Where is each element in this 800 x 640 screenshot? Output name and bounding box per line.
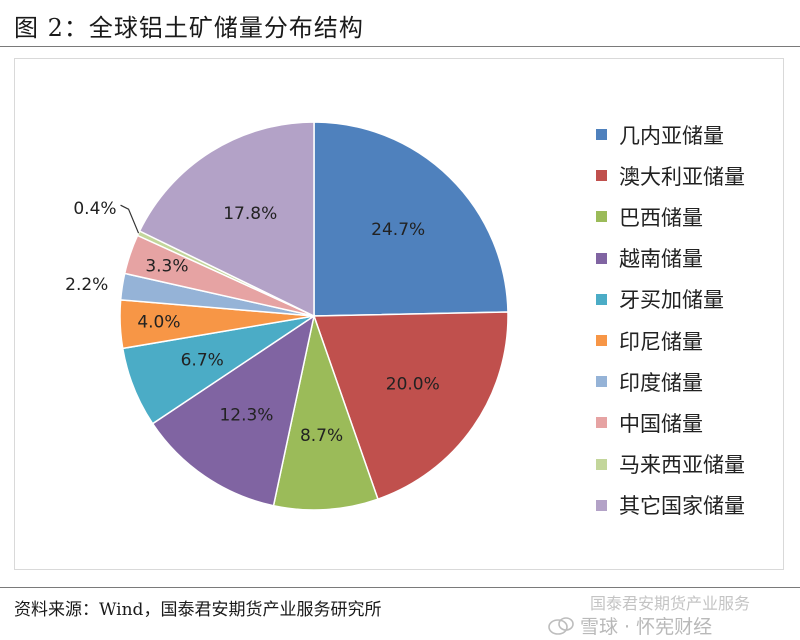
- snowball-logo-icon: [548, 616, 574, 635]
- legend-item-2: 巴西储量: [596, 196, 745, 237]
- legend-swatch-3: [596, 252, 607, 264]
- legend-swatch-0: [596, 129, 607, 141]
- data-label-0: 24.7%: [371, 220, 425, 240]
- legend-label-0: 几内亚储量: [619, 123, 724, 148]
- watermark: 雪球 · 怀宪财经: [548, 612, 712, 639]
- data-label-3: 12.3%: [219, 406, 273, 426]
- data-label-2: 8.7%: [300, 426, 343, 446]
- legend-item-9: 其它国家储量: [596, 485, 745, 526]
- legend-label-8: 马来西亚储量: [619, 453, 745, 478]
- data-label-1: 20.0%: [386, 375, 440, 395]
- legend-swatch-1: [596, 170, 607, 182]
- legend-label-9: 其它国家储量: [619, 494, 745, 519]
- pie-slice-0: [313, 121, 509, 317]
- data-label-8: 0.4%: [73, 199, 116, 219]
- data-label-6: 2.2%: [65, 275, 108, 295]
- legend-swatch-6: [596, 376, 607, 388]
- legend-item-7: 中国储量: [596, 402, 745, 443]
- legend-label-4: 牙买加储量: [619, 288, 724, 313]
- legend-item-1: 澳大利亚储量: [596, 155, 745, 196]
- legend-item-5: 印尼储量: [596, 320, 745, 361]
- legend-item-4: 牙买加储量: [596, 279, 745, 320]
- watermark-text-bottom: 雪球 · 怀宪财经: [580, 616, 713, 638]
- legend-item-6: 印度储量: [596, 361, 745, 402]
- pie-slice-9: [138, 121, 315, 318]
- page-title: 图 2：全球铝土矿储量分布结构: [14, 14, 364, 42]
- source-note: 资料来源：Wind，国泰君安期货产业服务研究所: [14, 600, 382, 620]
- legend-label-5: 印尼储量: [619, 329, 703, 354]
- legend-item-8: 马来西亚储量: [596, 444, 745, 485]
- legend-label-1: 澳大利亚储量: [619, 164, 745, 189]
- chart-legend: 几内亚储量澳大利亚储量 巴西储量越南储量牙买加储量印尼储量印度储量中国储量马来西亚…: [596, 114, 745, 526]
- legend-swatch-8: [596, 458, 607, 470]
- pie-slice-2: [272, 313, 379, 511]
- legend-swatch-2: [596, 211, 607, 223]
- legend-swatch-7: [596, 417, 607, 429]
- leader-line-8: [120, 204, 140, 234]
- pie-slice-1: [312, 311, 509, 501]
- legend-label-6: 印度储量: [619, 370, 703, 395]
- title-divider: [0, 46, 800, 47]
- watermark-text-top: 国泰君安期货产业服务: [590, 594, 751, 613]
- legend-swatch-5: [596, 335, 607, 347]
- data-label-9: 17.8%: [223, 204, 277, 224]
- legend-swatch-9: [596, 499, 607, 511]
- data-label-5: 4.0%: [137, 313, 180, 333]
- source-divider: [0, 587, 800, 588]
- pie-slice-3: [151, 314, 316, 507]
- legend-label-2: 巴西储量: [619, 205, 703, 230]
- legend-item-0: 几内亚储量: [596, 114, 745, 155]
- data-label-7: 3.3%: [145, 256, 188, 276]
- data-label-4: 6.7%: [181, 350, 224, 370]
- legend-swatch-4: [596, 293, 607, 305]
- legend-label-3: 越南储量: [619, 247, 703, 272]
- legend-label-7: 中国储量: [619, 411, 703, 436]
- legend-item-3: 越南储量: [596, 238, 745, 279]
